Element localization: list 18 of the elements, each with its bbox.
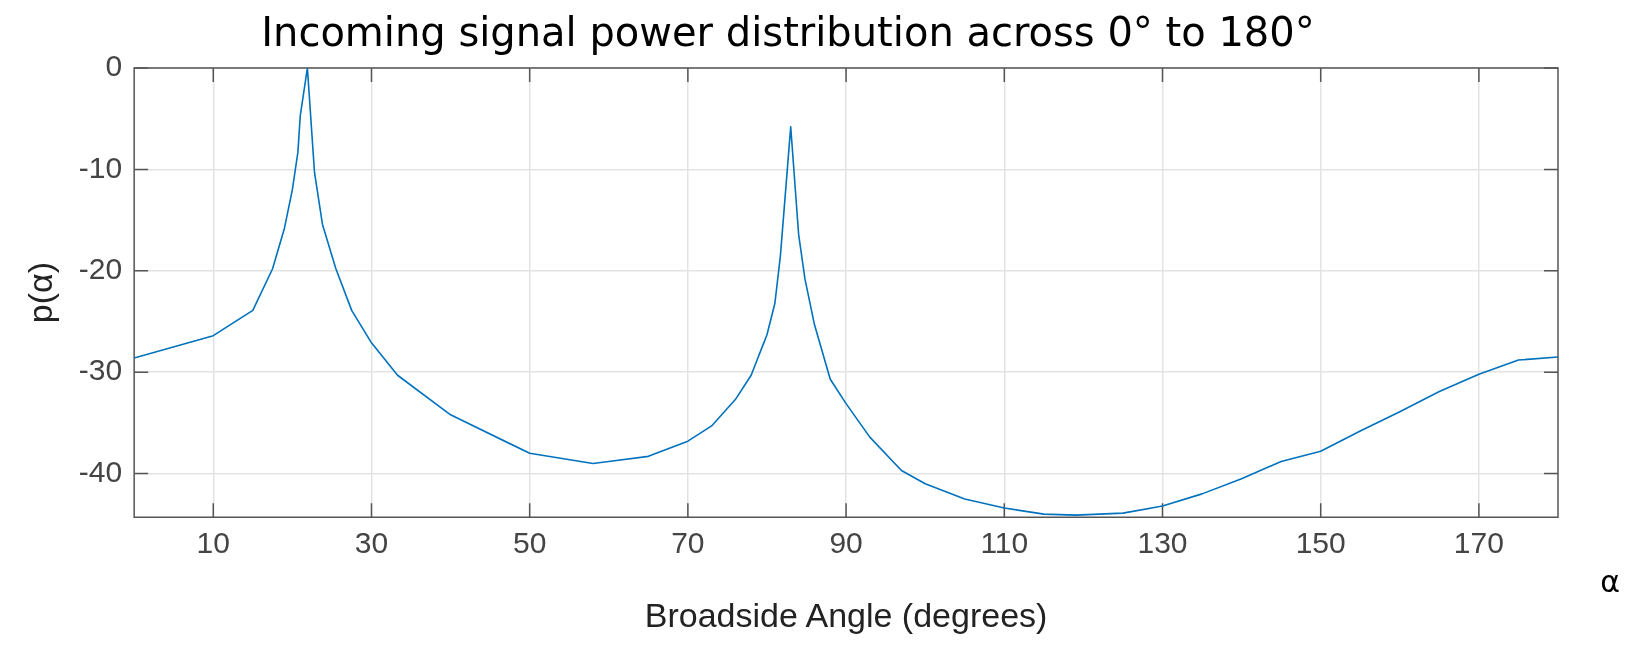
x-tick-label: 10: [196, 526, 230, 560]
x-tick-label: 170: [1453, 526, 1504, 560]
x-tick-label: 110: [980, 526, 1029, 560]
y-tick-label: -30: [78, 353, 123, 387]
x-tick-label: 90: [829, 526, 863, 560]
x-tick-label: 150: [1295, 526, 1346, 560]
x-tick-label: 50: [512, 526, 547, 560]
x-tick-label: 30: [354, 526, 389, 560]
y-tick-label: 0: [105, 49, 123, 83]
x-tick-label: 70: [671, 526, 705, 560]
y-tick-label: -10: [78, 150, 123, 184]
chart-title: Incoming signal power distribution across 0° to 180°: [261, 9, 1315, 56]
y-tick-label: -40: [78, 454, 123, 488]
y-tick-label: -20: [78, 252, 123, 286]
x-axis-title: Broadside Angle (degrees): [644, 595, 1048, 634]
y-axis-title: p(α): [20, 261, 59, 324]
text: α: [1600, 564, 1620, 599]
x-tick-label: 130: [1137, 526, 1188, 560]
